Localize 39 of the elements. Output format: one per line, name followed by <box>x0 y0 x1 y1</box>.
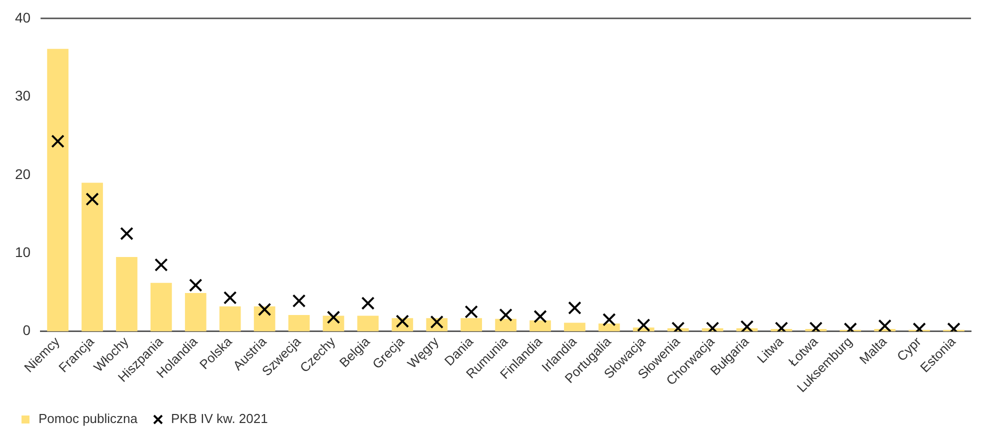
point <box>740 320 754 332</box>
y-tick-label: 40 <box>14 9 31 26</box>
bar <box>564 322 586 332</box>
bar <box>150 282 172 332</box>
point <box>223 291 237 304</box>
bar <box>530 320 551 332</box>
bar <box>598 324 620 332</box>
point <box>568 301 582 315</box>
point <box>120 226 134 240</box>
point <box>430 315 444 329</box>
bar <box>357 316 379 332</box>
point <box>396 314 410 328</box>
point <box>499 308 512 322</box>
point <box>51 134 64 148</box>
point <box>464 305 478 318</box>
bar <box>288 314 310 332</box>
y-tick-label: 10 <box>14 244 31 260</box>
point <box>534 310 547 324</box>
bar <box>460 318 482 332</box>
bar <box>219 306 241 332</box>
point <box>188 278 202 292</box>
point <box>361 296 375 310</box>
y-tick-label: 20 <box>14 166 31 182</box>
point <box>258 302 272 316</box>
bar <box>184 293 206 332</box>
legend-label: Pomoc publiczna <box>38 411 138 426</box>
bar <box>47 48 68 332</box>
bar <box>82 182 103 332</box>
y-tick-label: 0 <box>22 322 31 338</box>
legend-label: PKB IV kw. 2021 <box>171 411 268 426</box>
bar <box>116 257 138 332</box>
bar <box>495 318 516 332</box>
point <box>154 258 168 272</box>
point <box>878 319 892 332</box>
y-tick-label: 30 <box>14 88 31 104</box>
point <box>636 318 650 332</box>
point <box>86 192 99 206</box>
point <box>292 294 306 308</box>
point <box>602 312 616 326</box>
